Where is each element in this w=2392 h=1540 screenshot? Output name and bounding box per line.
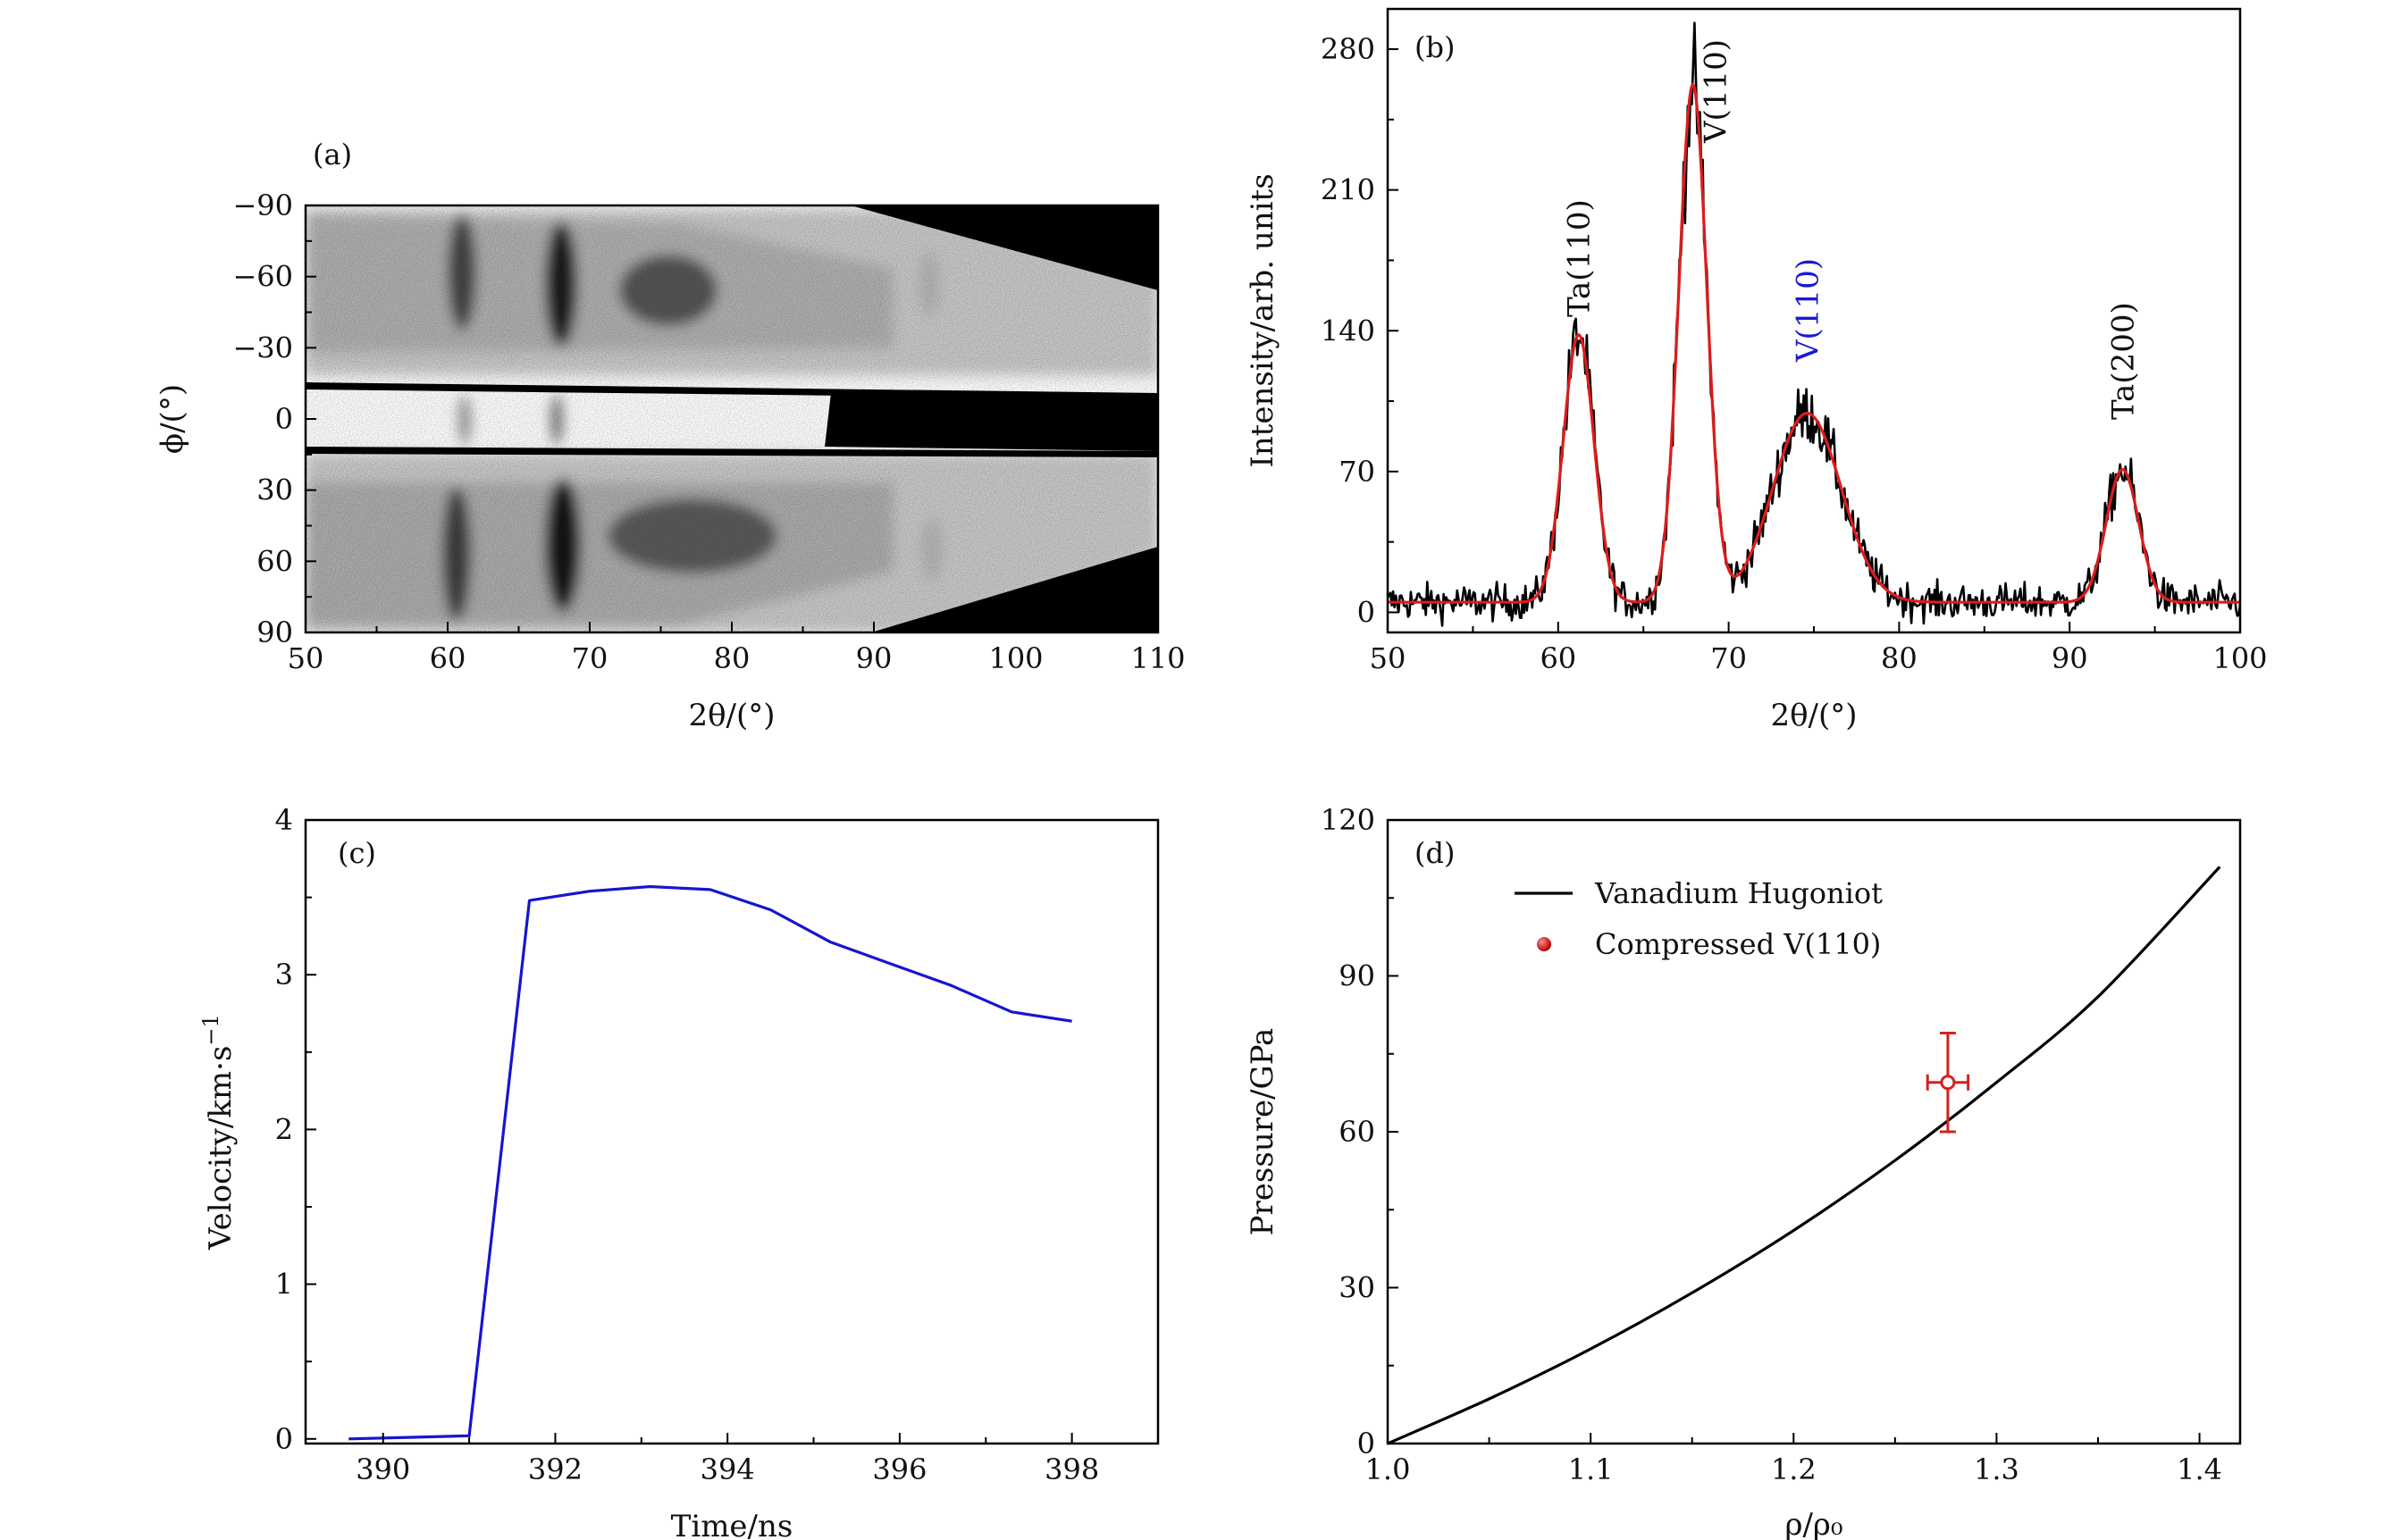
x-tick-label: 392 — [528, 1452, 583, 1486]
x-tick-label: 110 — [1130, 641, 1185, 675]
x-tick-label: 390 — [356, 1452, 410, 1486]
x-tick-label: 394 — [701, 1452, 755, 1486]
x-tick-label: 70 — [572, 641, 608, 675]
panel-b-ylabel: Intensity/arb. units — [1245, 173, 1280, 467]
panel-d-label: (d) — [1414, 836, 1455, 870]
panel-d-legend: Vanadium Hugoniot Compressed V(110) — [1515, 876, 1883, 961]
y-tick-label: 60 — [256, 544, 293, 578]
y-tick-label: 140 — [1321, 314, 1375, 347]
panel-b-ticks: 50 60 70 80 90 100 0 70 140 210 280 — [1321, 32, 2268, 675]
legend-hugoniot: Vanadium Hugoniot — [1594, 876, 1883, 910]
peak-label: V(110) — [1698, 39, 1733, 144]
y-tick-label: −90 — [232, 188, 293, 222]
x-tick-label: 398 — [1045, 1452, 1099, 1486]
y-tick-label: −30 — [232, 331, 293, 364]
x-tick-label: 1.1 — [1568, 1452, 1614, 1486]
x-tick-label: 50 — [1370, 641, 1406, 675]
panel-b-fit-line — [1388, 82, 2240, 604]
panel-a-ylabel: ϕ/(°) — [155, 384, 190, 454]
legend-compressed: Compressed V(110) — [1595, 927, 1881, 961]
panel-c-ylabel-main: Velocity/km·s — [203, 1046, 239, 1251]
y-tick-label: 3 — [275, 958, 293, 992]
y-tick-label: 0 — [1357, 595, 1375, 629]
y-tick-label: 210 — [1321, 173, 1375, 207]
x-tick-label: 80 — [1881, 641, 1918, 675]
panel-b-peak-labels: Ta(110) V(110) V(110) Ta(200) — [1562, 39, 2142, 420]
x-tick-label: 396 — [872, 1452, 927, 1486]
y-tick-label: 2 — [275, 1112, 293, 1146]
y-tick-label: 90 — [1339, 959, 1375, 993]
compressed-v110-marker — [1940, 1075, 1956, 1091]
panel-c-velocity-line — [348, 884, 1072, 1441]
panel-b-xlabel: 2θ/(°) — [1770, 698, 1857, 733]
panel-d-ylabel: Pressure/GPa — [1245, 1028, 1280, 1236]
x-tick-label: 60 — [430, 641, 466, 675]
y-tick-label: 280 — [1321, 32, 1375, 66]
panel-b: 50 60 70 80 90 100 0 70 140 210 280 (b) Ta(110) V(1… — [1245, 7, 2268, 733]
panel-c-ylabel: Velocity/km·s−1 — [198, 1014, 239, 1251]
y-tick-label: 0 — [275, 402, 293, 436]
y-tick-label: 30 — [1339, 1271, 1375, 1305]
peak-label: V(110) — [1790, 258, 1825, 363]
panel-d-data-point — [1926, 1031, 1970, 1134]
x-tick-label: 1.4 — [2177, 1452, 2222, 1486]
panel-d-ticks: 1.0 1.1 1.2 1.3 1.4 0 30 60 90 120 — [1321, 803, 2222, 1486]
panel-d: 1.0 1.1 1.2 1.3 1.4 0 30 60 90 120 (d) Vanadium H… — [1245, 803, 2242, 1540]
x-tick-label: 1.3 — [1974, 1452, 2019, 1486]
panel-c-ylabel-sup: −1 — [198, 1014, 223, 1045]
x-tick-label: 1.2 — [1771, 1452, 1817, 1486]
x-tick-label: 100 — [2212, 641, 2267, 675]
y-tick-label: 60 — [1339, 1115, 1375, 1149]
x-tick-label: 90 — [2052, 641, 2088, 675]
panel-a: 50 60 70 80 90 100 110 −90 −60 −30 0 30 60 90 (a) 2θ/… — [155, 138, 1186, 733]
y-tick-label: −60 — [232, 260, 293, 294]
y-tick-label: 0 — [1357, 1427, 1375, 1460]
panel-a-ticks: 50 60 70 80 90 100 110 −90 −60 −30 0 30 60 90 — [232, 188, 1185, 675]
panel-c-xlabel: Time/ns — [671, 1509, 793, 1540]
y-tick-label: 120 — [1321, 803, 1375, 837]
panel-d-hugoniot-line — [1387, 866, 2221, 1445]
panel-c-label: (c) — [338, 836, 376, 870]
y-tick-label: 0 — [275, 1422, 293, 1456]
x-tick-label: 80 — [714, 641, 751, 675]
panel-d-frame — [1386, 818, 2242, 1445]
y-tick-label: 70 — [1339, 455, 1375, 489]
x-tick-label: 100 — [988, 641, 1043, 675]
panel-d-xlabel: ρ/ρ₀ — [1784, 1507, 1842, 1540]
peak-label: Ta(110) — [1562, 199, 1598, 317]
x-tick-label: 1.0 — [1365, 1452, 1411, 1486]
panel-b-label: (b) — [1414, 30, 1455, 64]
legend-point-swatch — [1537, 937, 1551, 951]
y-tick-label: 90 — [256, 615, 293, 649]
y-tick-label: 30 — [256, 473, 293, 507]
peak-label: Ta(200) — [2105, 302, 2141, 420]
y-tick-label: 4 — [275, 803, 293, 837]
panel-a-image — [306, 205, 1158, 632]
x-tick-label: 60 — [1540, 641, 1576, 675]
panel-c-ticks: 390 392 394 396 398 0 1 2 3 4 — [275, 803, 1100, 1486]
panel-a-xlabel: 2θ/(°) — [688, 698, 775, 733]
x-tick-label: 70 — [1710, 641, 1747, 675]
x-tick-label: 50 — [288, 641, 324, 675]
panel-c-frame — [304, 818, 1160, 1445]
y-tick-label: 1 — [275, 1268, 293, 1301]
panel-a-label: (a) — [313, 138, 352, 172]
x-tick-label: 90 — [856, 641, 893, 675]
panel-c: 390 392 394 396 398 0 1 2 3 4 (c) Time/ns Velocit… — [198, 803, 1160, 1540]
